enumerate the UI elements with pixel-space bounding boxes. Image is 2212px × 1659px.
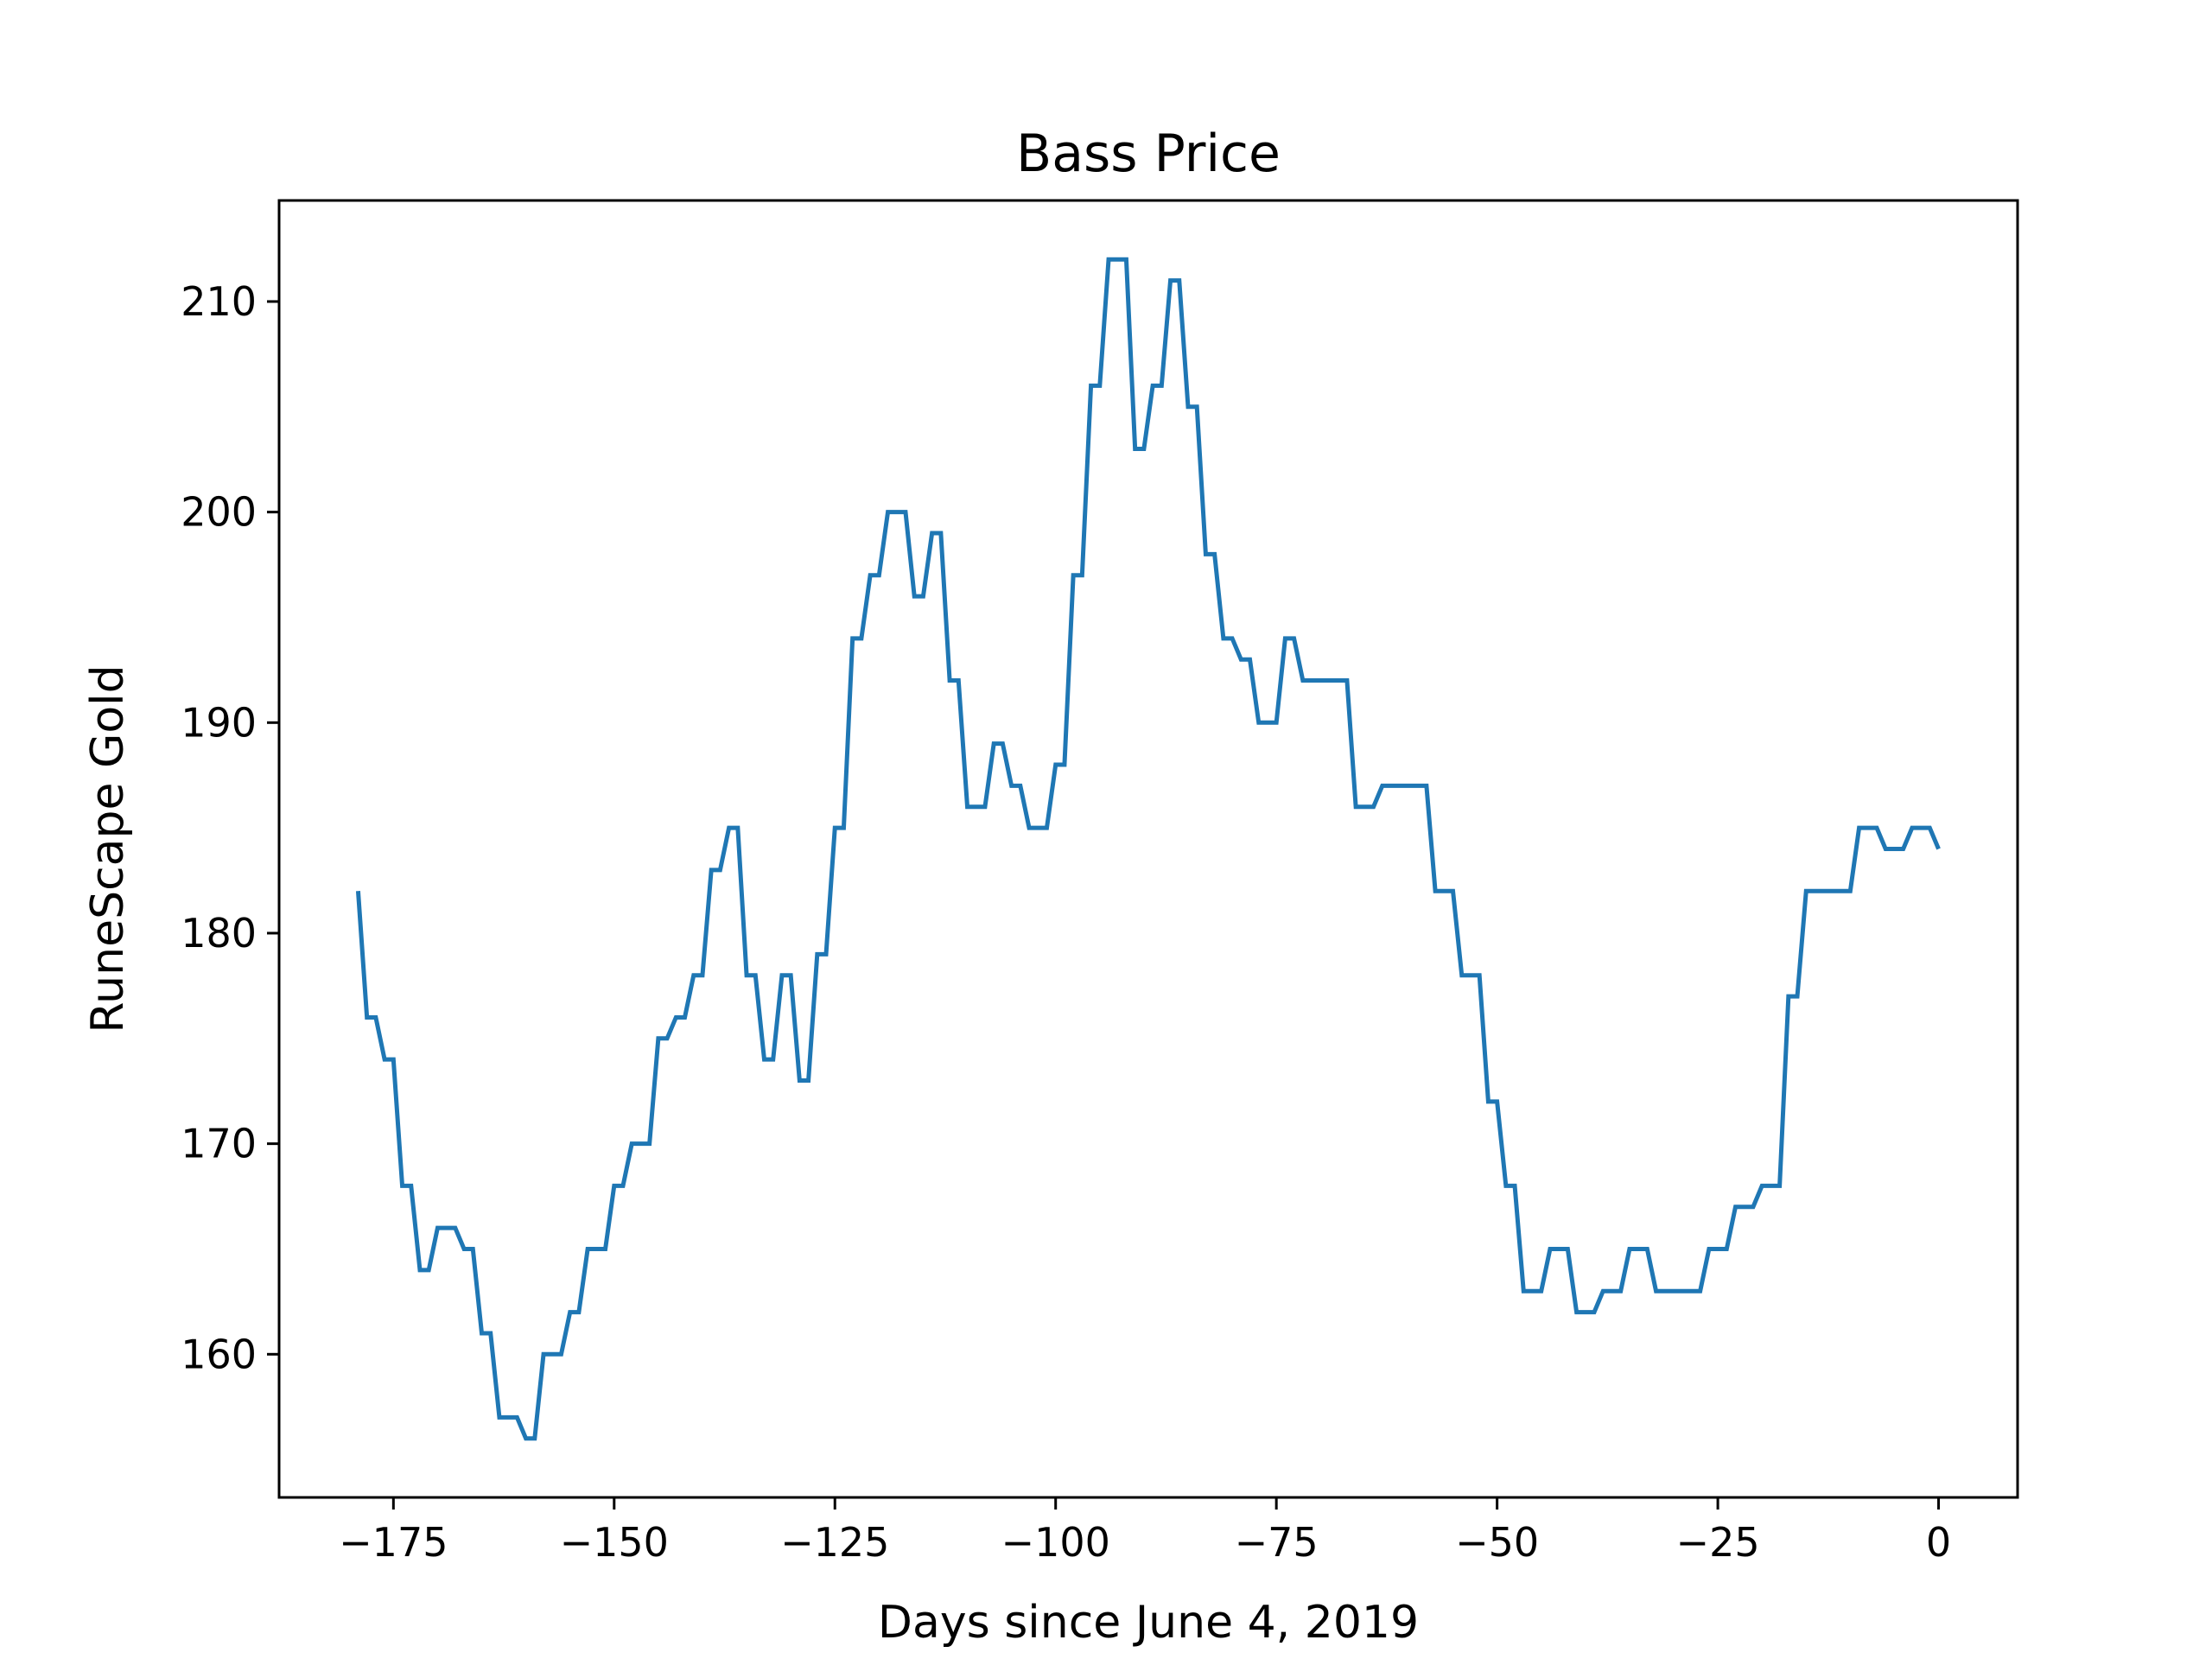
chart-title: Bass Price <box>1016 124 1281 184</box>
y-axis-title: RuneScape Gold <box>82 664 134 1033</box>
x-axis-title: Days since June 4, 2019 <box>878 1597 1419 1649</box>
y-tick-label: 200 <box>181 489 257 536</box>
x-tick-label: −25 <box>1676 1519 1760 1566</box>
y-tick-label: 180 <box>181 910 257 957</box>
x-tick-label: −175 <box>339 1519 448 1566</box>
x-tick-label: −150 <box>560 1519 669 1566</box>
y-tick-label: 170 <box>181 1121 257 1167</box>
y-tick-label: 210 <box>181 278 257 325</box>
series-line-0 <box>355 257 1941 1441</box>
x-tick-label: −125 <box>780 1519 889 1566</box>
plot-frame <box>277 199 2019 1499</box>
x-tick-label: −100 <box>1001 1519 1110 1566</box>
x-tick-label: −75 <box>1235 1519 1319 1566</box>
x-tick-label: 0 <box>1926 1519 1951 1566</box>
y-tick-label: 190 <box>181 699 257 746</box>
y-tick-label: 160 <box>181 1331 257 1377</box>
x-tick-label: −50 <box>1455 1519 1539 1566</box>
axes-layer: −175 −150 −125 −100 −75 −50 −25 0 160 170 180 190 20… <box>181 278 1951 1566</box>
plot-layer <box>355 257 1941 1441</box>
